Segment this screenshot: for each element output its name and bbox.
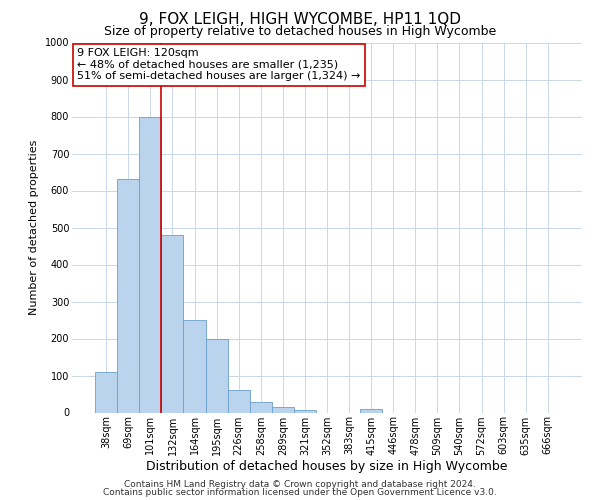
- Bar: [272, 407, 294, 412]
- Bar: [95, 372, 117, 412]
- Y-axis label: Number of detached properties: Number of detached properties: [29, 140, 39, 315]
- Text: 9 FOX LEIGH: 120sqm
← 48% of detached houses are smaller (1,235)
51% of semi-det: 9 FOX LEIGH: 120sqm ← 48% of detached ho…: [77, 48, 361, 81]
- Bar: [206, 338, 227, 412]
- Text: Contains HM Land Registry data © Crown copyright and database right 2024.: Contains HM Land Registry data © Crown c…: [124, 480, 476, 489]
- Text: 9, FOX LEIGH, HIGH WYCOMBE, HP11 1QD: 9, FOX LEIGH, HIGH WYCOMBE, HP11 1QD: [139, 12, 461, 28]
- Bar: [184, 320, 206, 412]
- X-axis label: Distribution of detached houses by size in High Wycombe: Distribution of detached houses by size …: [146, 460, 508, 473]
- Bar: [360, 409, 382, 412]
- Bar: [250, 402, 272, 412]
- Bar: [294, 410, 316, 412]
- Bar: [161, 235, 184, 412]
- Text: Contains public sector information licensed under the Open Government Licence v3: Contains public sector information licen…: [103, 488, 497, 497]
- Text: Size of property relative to detached houses in High Wycombe: Size of property relative to detached ho…: [104, 25, 496, 38]
- Bar: [117, 180, 139, 412]
- Bar: [139, 116, 161, 412]
- Bar: [227, 390, 250, 412]
